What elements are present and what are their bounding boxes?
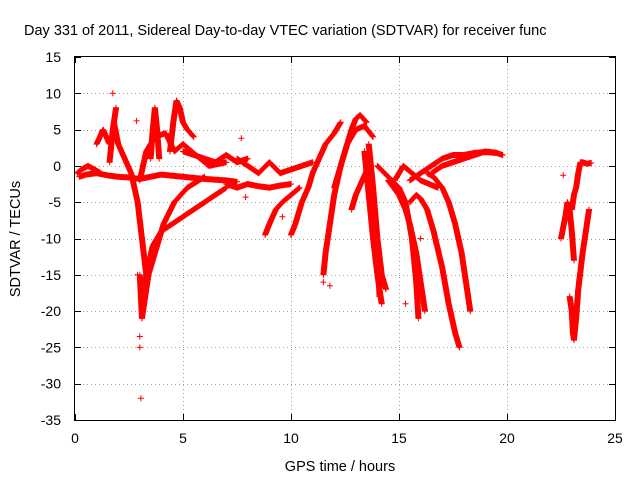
x-tick-label: 0 xyxy=(71,430,79,446)
data-point-track xyxy=(272,206,279,213)
data-point-track xyxy=(424,170,474,315)
data-point-track xyxy=(223,181,294,191)
x-tick-label: 20 xyxy=(499,430,515,446)
data-point-track xyxy=(234,155,316,177)
x-tick-label: 25 xyxy=(607,430,623,446)
y-tick-label: -10 xyxy=(41,231,61,247)
data-point-track xyxy=(167,97,197,155)
data-point-track xyxy=(567,300,574,307)
plot-frame xyxy=(74,56,616,421)
data-point-track xyxy=(242,194,249,201)
data-point-track xyxy=(331,112,370,191)
data-point-track xyxy=(109,90,116,97)
x-tick-label: 10 xyxy=(283,430,299,446)
data-point-track xyxy=(326,282,333,289)
data-point-track xyxy=(288,119,344,238)
data-point-track xyxy=(139,184,230,315)
y-tick-label: 10 xyxy=(45,85,61,101)
data-point-track xyxy=(136,173,208,322)
data-point-track xyxy=(133,117,140,124)
data-point-track xyxy=(238,135,245,142)
data-point-track xyxy=(147,104,163,162)
data-point-track xyxy=(74,162,104,177)
y-tick-label: 5 xyxy=(53,122,61,138)
y-axis-label: SDTVAR / TECUs xyxy=(8,181,24,297)
x-axis-label: GPS time / hours xyxy=(285,459,395,475)
data-point-track xyxy=(93,126,113,148)
chart-title: Day 331 of 2011, Sidereal Day-to-day VTE… xyxy=(24,23,546,39)
data-point-track xyxy=(385,177,428,315)
data-point-track xyxy=(320,279,327,286)
data-point-track xyxy=(136,333,143,340)
data-point-track xyxy=(136,344,143,351)
data-point-track xyxy=(566,206,593,344)
data-point-track xyxy=(365,141,389,293)
data-point-track xyxy=(402,300,409,307)
data-point-track xyxy=(428,148,506,177)
data-point-track xyxy=(558,199,577,264)
axis-tick-labels: 0 5 10 15 20 25 -35 -30 -25 -20 -15 -10 -5 0 5 10 15 xyxy=(41,49,623,446)
data-point-track xyxy=(361,148,385,307)
y-tick-label: -20 xyxy=(41,303,61,319)
data-point-track xyxy=(406,191,463,351)
y-tick-label: -35 xyxy=(41,412,61,428)
data-point-track xyxy=(279,213,286,220)
y-tick-label: -5 xyxy=(49,194,62,210)
data-point-track xyxy=(417,235,424,242)
data-point-track xyxy=(568,159,595,213)
y-tick-label: 15 xyxy=(45,49,61,65)
x-tick-label: 15 xyxy=(391,430,407,446)
data-point-track xyxy=(134,271,141,278)
data-points xyxy=(74,90,595,402)
y-tick-label: -15 xyxy=(41,267,61,283)
y-tick-label: -30 xyxy=(41,376,61,392)
y-tick-label: -25 xyxy=(41,339,61,355)
data-point-track xyxy=(137,395,144,402)
data-point-track xyxy=(110,119,150,278)
y-tick-label: 0 xyxy=(53,158,61,174)
data-point-track xyxy=(560,172,567,179)
series-sdtvar xyxy=(74,90,595,402)
x-tick-label: 5 xyxy=(179,430,187,446)
